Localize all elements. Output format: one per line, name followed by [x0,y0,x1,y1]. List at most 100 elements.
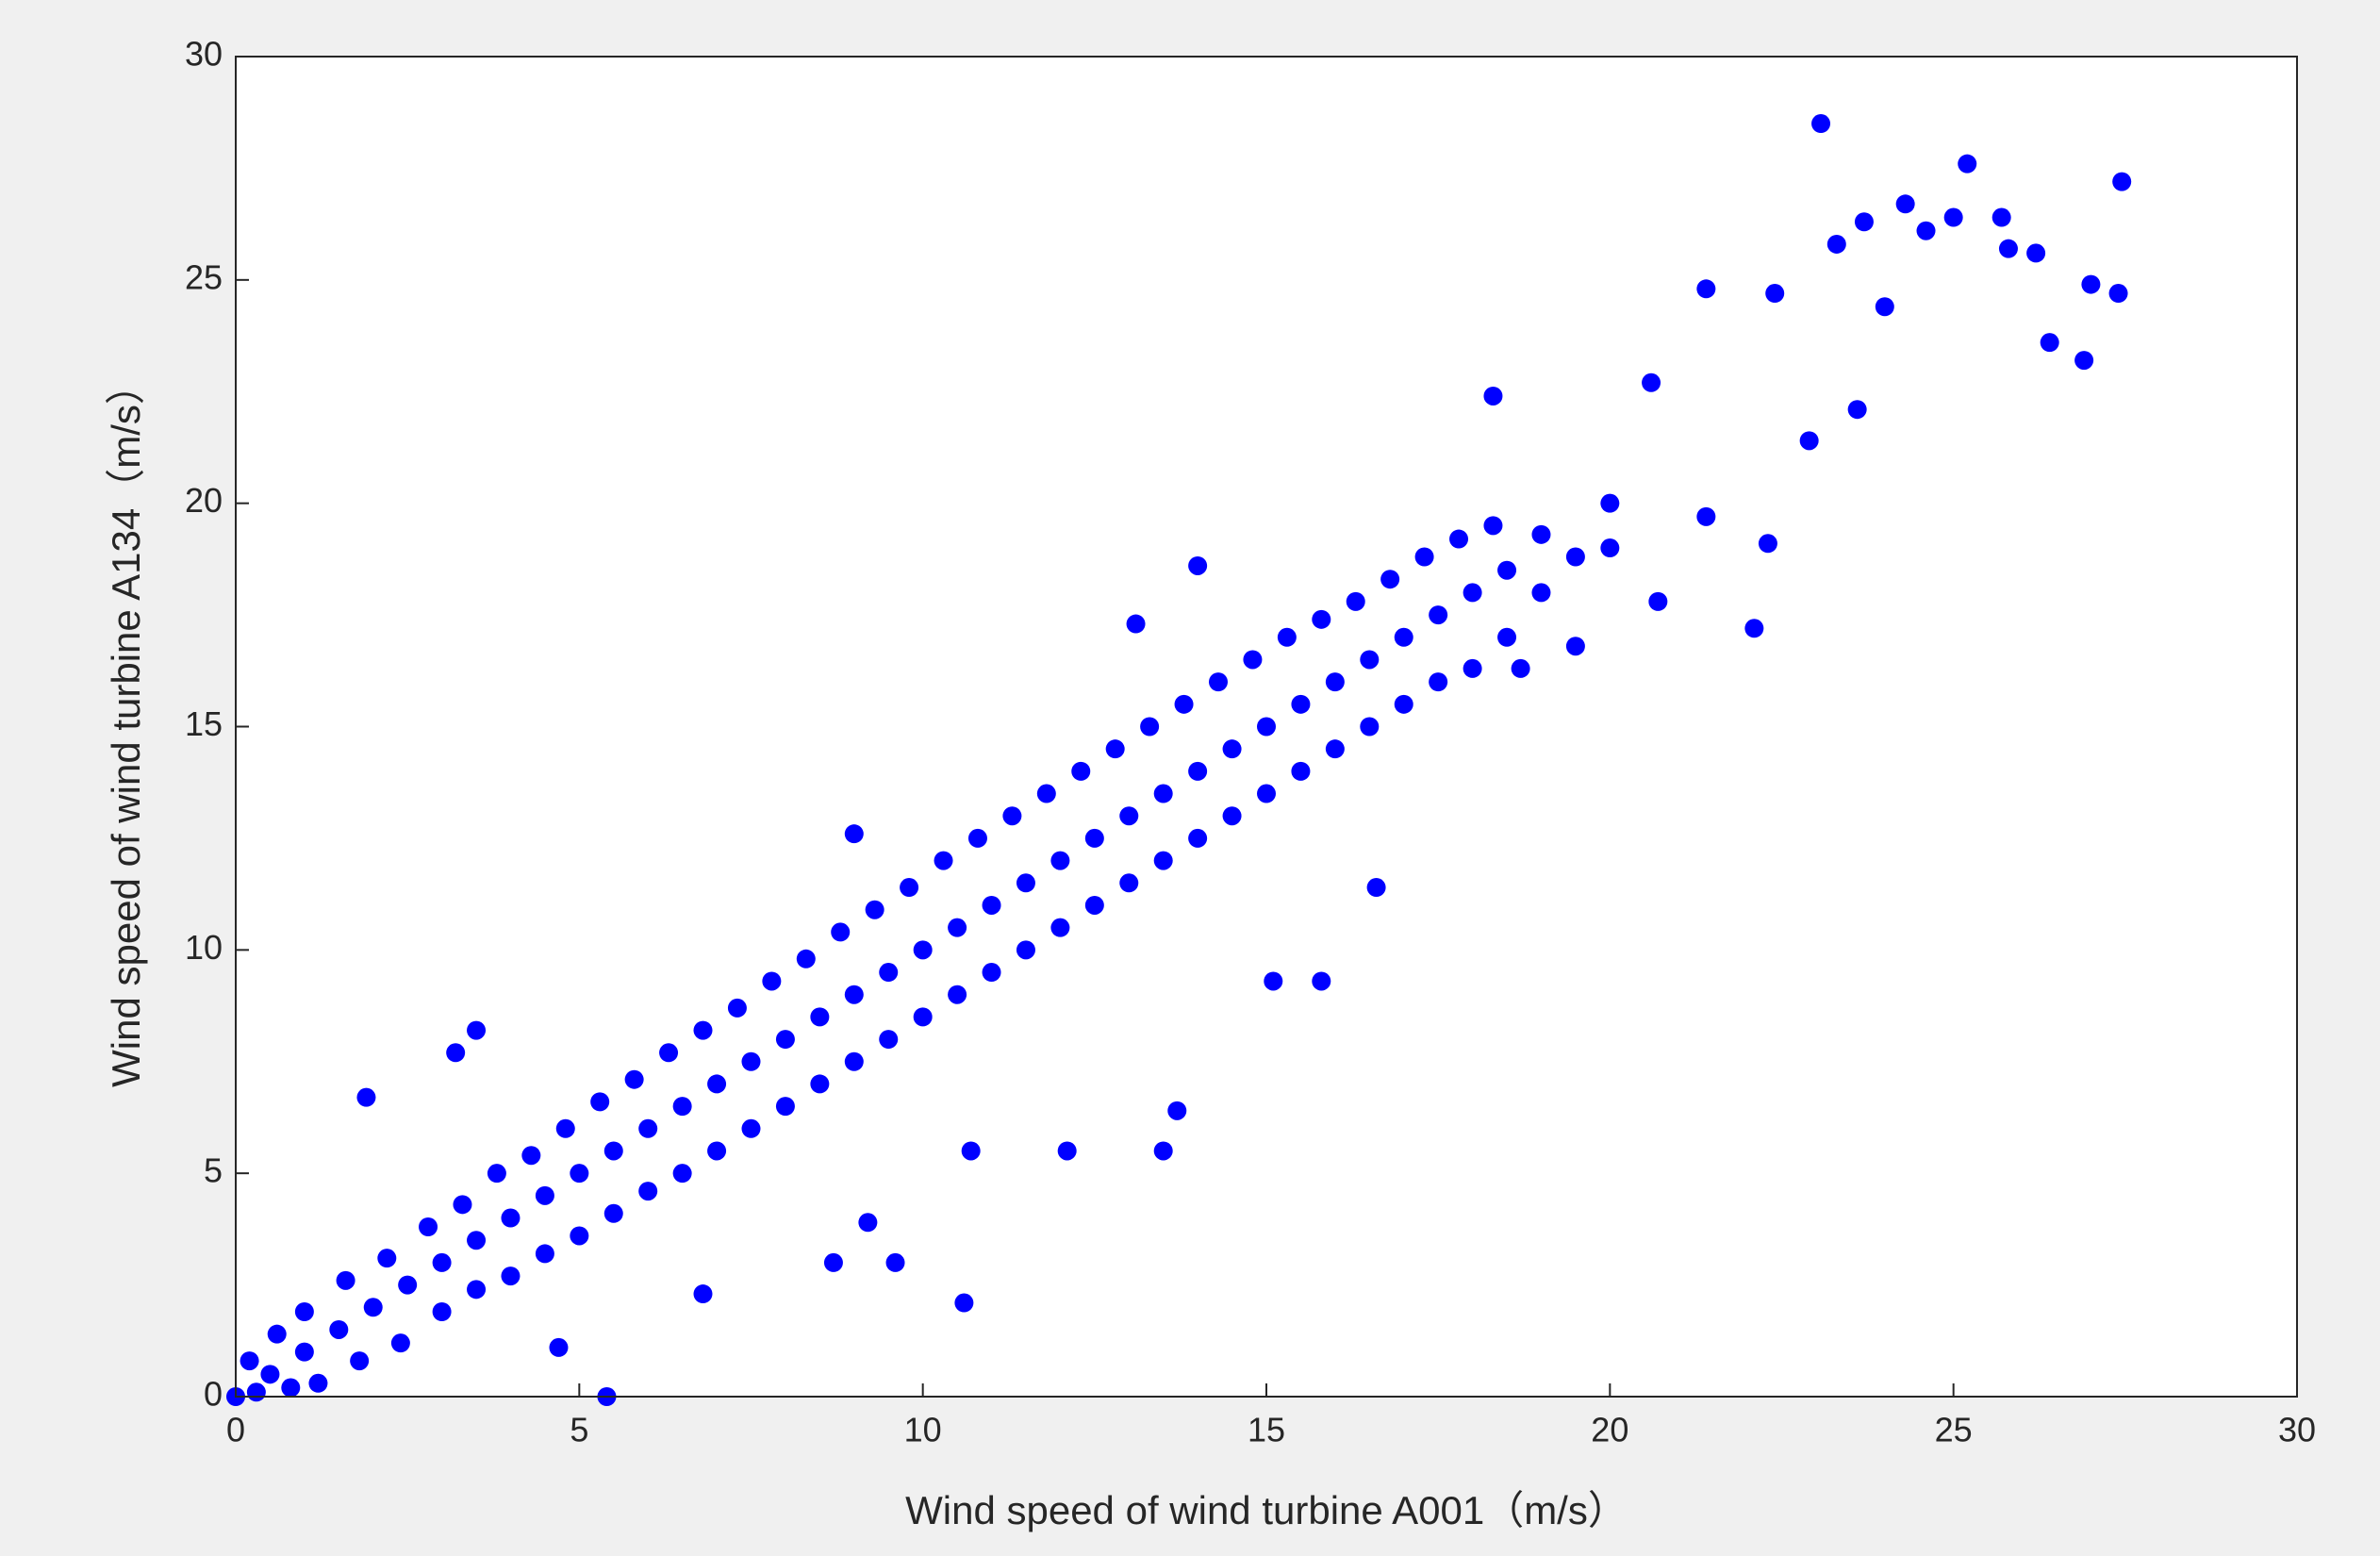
point [1126,614,1146,634]
point [1744,619,1764,638]
y-tick-label: 10 [185,928,223,967]
y-axis-label: Wind speed of wind turbine A134（m/s） [104,365,148,1087]
point [2112,172,2132,191]
x-tick-label: 0 [226,1411,245,1449]
point [624,1069,644,1089]
point [1188,555,1208,575]
point [1414,547,1434,567]
point [1826,234,1846,254]
x-tick-label: 25 [1935,1411,1973,1449]
point [982,963,1001,983]
point [741,1118,761,1138]
point [1600,538,1620,558]
point [487,1164,506,1184]
point [844,1051,864,1071]
point [1531,583,1551,603]
point [1105,739,1125,759]
point [1257,717,1276,737]
point [1463,583,1482,603]
point [432,1252,452,1272]
point [535,1244,554,1264]
point [1057,1141,1077,1161]
point [1208,672,1228,692]
point [948,918,967,937]
point [1360,650,1380,670]
point [1847,400,1867,420]
point [1600,493,1620,513]
point [1648,591,1668,611]
point [521,1146,541,1166]
point [1325,672,1345,692]
point [1050,918,1070,937]
point [1222,739,1242,759]
point [1497,627,1517,647]
point [844,985,864,1004]
point [1153,784,1173,803]
point [707,1074,727,1094]
point [1050,851,1070,870]
point [535,1185,554,1205]
point [885,1252,905,1272]
point [693,1020,713,1040]
point [603,1141,623,1161]
point [1531,524,1551,544]
point [570,1226,589,1246]
point [1483,516,1503,536]
point [432,1302,452,1322]
x-tick-label: 30 [2278,1411,2316,1449]
point [1875,297,1894,317]
point [858,1213,878,1233]
point [1243,650,1263,670]
point [672,1097,692,1117]
point [356,1087,376,1107]
point [900,878,919,898]
y-tick-label: 0 [204,1375,223,1414]
point [796,949,816,968]
point [1016,873,1035,893]
point [467,1280,487,1299]
point [1958,154,1977,174]
point [1511,658,1530,678]
point [467,1231,487,1250]
point [1140,717,1160,737]
point [1312,609,1331,629]
point [1998,239,2018,258]
point [1153,1141,1173,1161]
point [672,1164,692,1184]
point [1264,971,1283,991]
point [2026,243,2046,263]
point [913,940,933,960]
x-tick-label: 5 [570,1411,588,1449]
point [350,1351,370,1371]
point [1325,739,1345,759]
point [603,1203,623,1223]
point [948,985,967,1004]
point [1799,431,1819,451]
point [1394,627,1413,647]
point [446,1043,466,1063]
point [501,1208,521,1228]
point [1916,221,1936,240]
point [1084,828,1104,848]
point [1071,761,1091,781]
point [419,1217,438,1237]
point [308,1373,328,1393]
point [831,922,851,942]
point [1565,547,1585,567]
point [1696,279,1716,299]
point [467,1020,487,1040]
point [1084,895,1104,915]
point [693,1284,713,1304]
point [2074,351,2094,371]
point [329,1319,349,1339]
point [1696,506,1716,526]
x-tick-label: 10 [904,1411,942,1449]
point [707,1141,727,1161]
point [954,1293,974,1313]
point [1642,372,1661,392]
point [336,1270,355,1290]
point [1174,694,1194,714]
point [294,1302,314,1322]
point [363,1298,383,1317]
point [501,1266,521,1286]
